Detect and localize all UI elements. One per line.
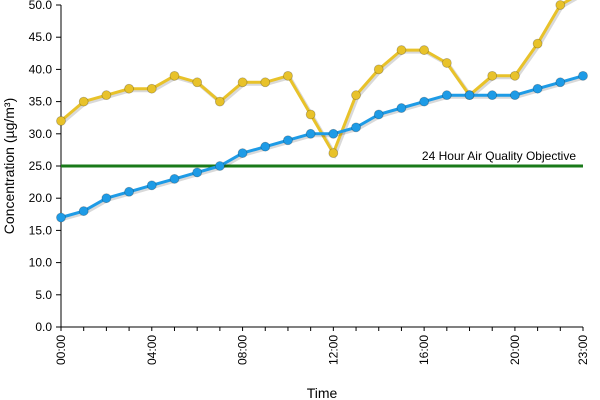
- data-point: [101, 193, 112, 204]
- y-axis-title: Concentration (µg/m³): [1, 98, 17, 234]
- y-tick-label: 5.0: [35, 288, 52, 302]
- data-point: [237, 77, 248, 88]
- data-point: [555, 0, 566, 10]
- data-point: [56, 116, 66, 126]
- data-point: [396, 45, 407, 55]
- y-tick-label: 20.0: [29, 191, 53, 205]
- y-tick-label: 50.0: [29, 0, 53, 12]
- data-point: [305, 128, 316, 139]
- reference-line-group: 24 Hour Air Quality Objective: [61, 149, 583, 168]
- data-point: [78, 96, 89, 107]
- data-point: [56, 212, 66, 223]
- data-point: [237, 148, 248, 159]
- data-point: [351, 122, 361, 133]
- data-point: [532, 38, 543, 49]
- data-point: [578, 70, 588, 81]
- x-tick-label: 12:00: [326, 335, 340, 365]
- data-point: [283, 70, 293, 81]
- data-point: [260, 141, 271, 152]
- data-point: [214, 96, 225, 107]
- data-point: [146, 180, 157, 191]
- reference-line-label: 24 Hour Air Quality Objective: [422, 149, 576, 163]
- data-point: [305, 109, 316, 120]
- data-point: [373, 109, 384, 120]
- data-point: [441, 90, 452, 101]
- data-point: [192, 77, 203, 88]
- data-point: [146, 83, 157, 94]
- data-point: [464, 90, 475, 101]
- data-point: [78, 206, 89, 216]
- y-tick-label: 35.0: [29, 95, 53, 109]
- data-point: [419, 96, 430, 107]
- x-tick-label: 20:00: [508, 335, 522, 365]
- data-point: [532, 83, 543, 94]
- series-1: [56, 70, 588, 223]
- data-point: [487, 70, 498, 81]
- data-point: [214, 161, 225, 171]
- data-point: [328, 128, 339, 139]
- y-tick-label: 25.0: [29, 159, 53, 173]
- x-tick-label: 08:00: [236, 335, 250, 365]
- data-point: [441, 58, 452, 68]
- data-point: [192, 167, 203, 178]
- y-tick-label: 40.0: [29, 62, 53, 76]
- data-point: [124, 186, 134, 197]
- data-point: [487, 90, 498, 101]
- data-point: [555, 77, 566, 88]
- y-axis: 0.0 5.0 10.0 15.0 20.0 25.0 30.0 35.0 40.0 45.0 50…: [29, 0, 62, 334]
- data-point: [351, 90, 361, 101]
- data-point: [169, 173, 180, 184]
- data-point: [510, 70, 520, 81]
- y-tick-label: 30.0: [29, 127, 53, 141]
- data-point: [510, 90, 520, 101]
- x-tick-label: 00:00: [54, 335, 68, 365]
- y-tick-label: 0.0: [35, 320, 52, 334]
- x-tick-label: 16:00: [417, 335, 431, 365]
- y-tick-label: 10.0: [29, 256, 53, 270]
- data-point: [373, 64, 384, 75]
- x-axis-title: Time: [307, 385, 338, 400]
- x-tick-label: 23:00: [576, 335, 590, 365]
- data-point: [396, 103, 407, 113]
- data-point: [169, 70, 180, 81]
- data-point: [124, 83, 134, 94]
- y-tick-label: 45.0: [29, 30, 53, 44]
- data-point: [260, 77, 271, 88]
- data-point: [419, 45, 430, 55]
- y-tick-label: 15.0: [29, 223, 53, 237]
- data-point: [283, 135, 293, 146]
- data-point: [328, 148, 339, 159]
- series-group: [56, 0, 588, 223]
- data-point: [101, 90, 112, 101]
- x-tick-label: 04:00: [145, 335, 159, 365]
- x-axis: 00:00 04:00 08:00 12:00 16:00 20:00 23:00: [54, 326, 590, 365]
